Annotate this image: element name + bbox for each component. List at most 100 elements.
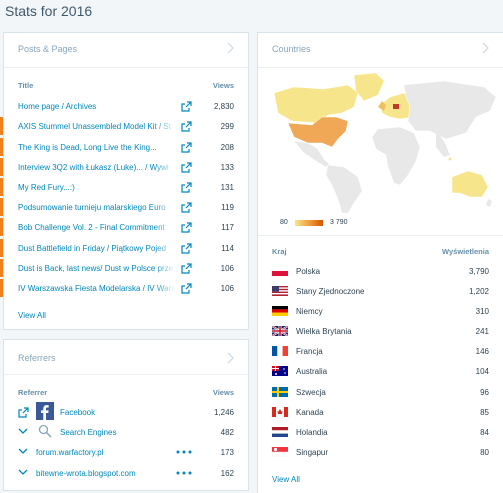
expand-icon[interactable]: [18, 428, 28, 436]
post-views: 208: [220, 143, 234, 152]
more-icon[interactable]: [176, 471, 192, 475]
post-row[interactable]: Dust Battlefield in Friday / Piątkowy Po…: [0, 238, 248, 258]
fade: [154, 278, 176, 298]
fade: [154, 177, 176, 197]
row-highlight: [0, 198, 3, 216]
external-link-icon[interactable]: [18, 407, 29, 418]
external-link-icon[interactable]: [181, 182, 192, 195]
row-highlight: [0, 158, 3, 176]
fade: [154, 137, 176, 157]
post-title[interactable]: Home page / Archives: [18, 102, 97, 111]
post-row[interactable]: Podsumowanie turnieju malarskiego Euro 11…: [0, 197, 248, 217]
post-title[interactable]: Bob Challenge Vol. 2 - Final Commitment: [18, 223, 165, 232]
country-row: Holandia 84: [258, 422, 503, 442]
post-row[interactable]: Home page / Archives 2,830: [4, 96, 248, 116]
column-header: Referrer: [18, 388, 48, 397]
referrer-row[interactable]: Search Engines 482: [4, 422, 248, 442]
post-row[interactable]: The King is Dead, Long Live the King... 2…: [0, 137, 248, 157]
post-row[interactable]: AXIS Stummel Unassembled Model Kit / St 2…: [0, 116, 248, 136]
post-title[interactable]: Dust is Back, last news/ Dust w Polsce p…: [18, 264, 174, 273]
referrer-name[interactable]: Search Engines: [60, 428, 117, 437]
chevron[interactable]: [226, 42, 234, 54]
external-link-icon[interactable]: [181, 121, 192, 134]
post-views: 299: [220, 122, 234, 131]
country-name: Australia: [296, 367, 328, 376]
country-row: Wielka Brytania 241: [258, 321, 503, 341]
external-link-icon[interactable]: [181, 142, 192, 155]
country-row: Szwecja 96: [258, 382, 503, 402]
external-link-icon[interactable]: [181, 202, 192, 215]
post-title[interactable]: AXIS Stummel Unassembled Model Kit / St: [18, 122, 171, 131]
country-row: Stany Zjednoczone 1,202: [258, 281, 503, 301]
post-title[interactable]: Podsumowanie turnieju malarskiego Euro: [18, 203, 166, 212]
fade: [154, 157, 176, 177]
post-views: 117: [221, 223, 234, 232]
fade: [154, 96, 176, 116]
post-row[interactable]: My Red Fury...:) 131: [0, 177, 248, 197]
country-row: Polska 3,790: [258, 261, 503, 281]
country-views: 146: [475, 347, 489, 356]
post-views: 114: [221, 244, 234, 253]
referrer-row[interactable]: bitewne-wrota.blogspot.com 162: [4, 463, 248, 483]
country-views: 80: [480, 448, 489, 457]
post-title[interactable]: Interview 3Q2 with Łukasz (Luke)... / Wy…: [18, 163, 169, 172]
external-link-icon[interactable]: [181, 222, 192, 235]
post-row[interactable]: Interview 3Q2 with Łukasz (Luke)... / Wy…: [0, 157, 248, 177]
country-views: 96: [480, 388, 489, 397]
row-highlight: [0, 279, 3, 297]
referrer-name[interactable]: forum.warfactory.pl: [36, 448, 104, 457]
divider: [4, 374, 248, 375]
referrer-row[interactable]: forum.warfactory.pl 173: [4, 442, 248, 462]
post-title[interactable]: IV Warszawska Fiesta Modelarska / IV War…: [18, 284, 176, 293]
card-title[interactable]: Referrers: [18, 353, 56, 363]
fade: [154, 258, 176, 278]
more-icon[interactable]: [176, 450, 192, 454]
flag-icon: [272, 306, 288, 318]
divider: [258, 235, 503, 236]
flag-icon: [272, 346, 288, 358]
row-highlight: [0, 259, 3, 277]
external-link-icon[interactable]: [181, 101, 192, 114]
flag-icon: [272, 286, 288, 298]
row-highlight: [0, 138, 3, 156]
page-title: Stats for 2016: [5, 3, 93, 19]
country-row: Francja 146: [258, 341, 503, 361]
country-name: Singapur: [296, 448, 329, 457]
country-name: Francja: [296, 347, 323, 356]
row-highlight: [0, 218, 3, 236]
referrer-name[interactable]: Facebook: [60, 408, 96, 417]
flag-icon: [272, 387, 288, 399]
country-views: 1,202: [468, 287, 489, 296]
external-link-icon[interactable]: [181, 162, 192, 175]
country-name: Szwecja: [296, 388, 326, 397]
chevron[interactable]: [481, 42, 489, 54]
external-link-icon[interactable]: [181, 283, 192, 296]
external-link-icon[interactable]: [181, 263, 192, 276]
flag-icon: [271, 406, 289, 419]
expand-icon[interactable]: [18, 469, 28, 477]
post-row[interactable]: Bob Challenge Vol. 2 - Final Commitment 1…: [0, 217, 248, 237]
referrer-name[interactable]: bitewne-wrota.blogspot.com: [36, 469, 136, 478]
post-title[interactable]: Dust Battlefield in Friday / Piątkowy Po…: [18, 244, 167, 253]
chevron[interactable]: [226, 352, 234, 364]
column-header: Title: [18, 81, 34, 90]
referrer-views: 1,246: [213, 408, 234, 417]
fade: [154, 217, 176, 237]
card-title[interactable]: Posts & Pages: [18, 44, 78, 54]
country-row: Kanada 85: [258, 402, 503, 422]
post-title[interactable]: The King is Dead, Long Live the King...: [18, 143, 157, 152]
view-all[interactable]: View All: [18, 311, 46, 320]
countries-card: Countries 80 3 790 Kraj Wyświetlenia Vie…: [258, 33, 503, 493]
post-title[interactable]: My Red Fury...:): [18, 183, 75, 192]
divider: [4, 67, 248, 68]
country-name: Polska: [296, 267, 321, 276]
post-row[interactable]: Dust is Back, last news/ Dust w Polsce p…: [0, 258, 248, 278]
card-title[interactable]: Countries: [272, 44, 311, 54]
column-header: Views: [212, 81, 234, 90]
world-map: [273, 72, 497, 213]
referrer-row[interactable]: Facebook 1,246: [4, 402, 248, 422]
divider: [258, 67, 503, 68]
external-link-icon[interactable]: [181, 243, 192, 256]
post-row[interactable]: IV Warszawska Fiesta Modelarska / IV War…: [0, 278, 248, 298]
expand-icon[interactable]: [18, 448, 28, 456]
